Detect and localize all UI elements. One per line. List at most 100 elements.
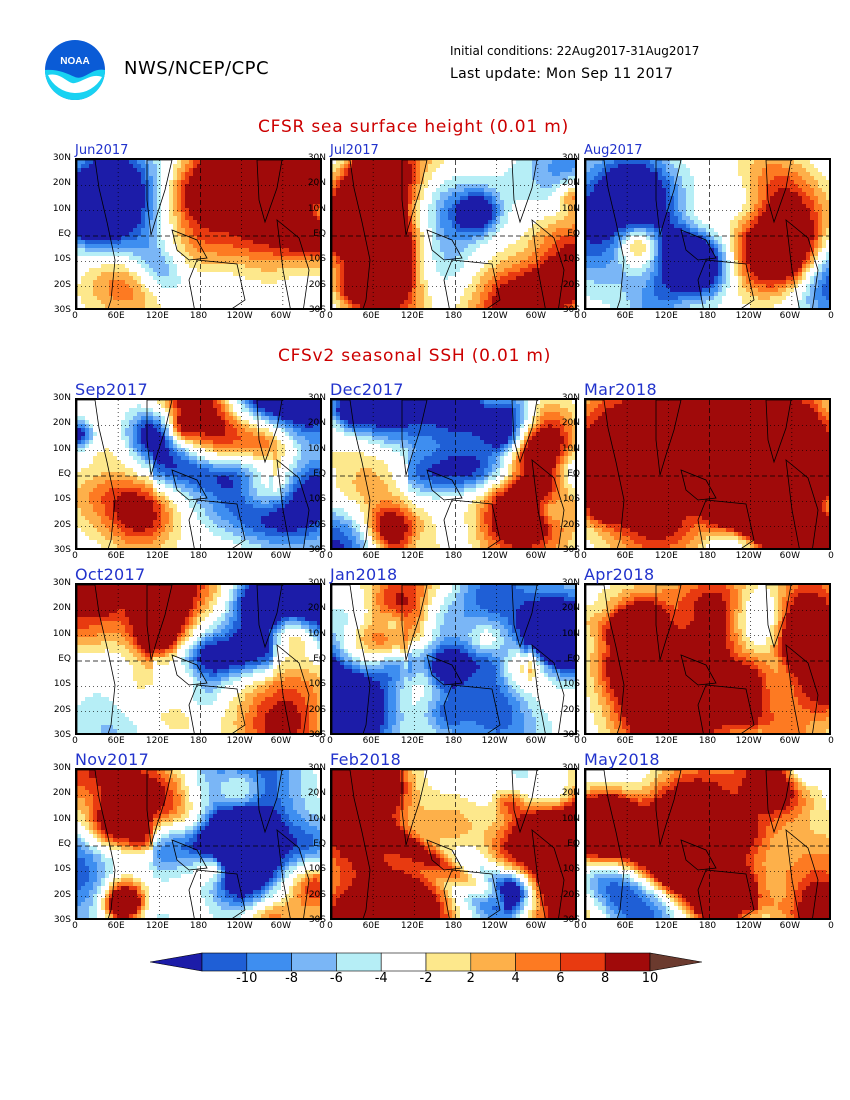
- latitude-tick-label: 10N: [554, 629, 580, 639]
- colorbar-tick-label: -10: [232, 971, 262, 986]
- latitude-tick-label: 20S: [45, 705, 71, 715]
- longitude-tick-label: 120E: [394, 552, 430, 561]
- ssh-map-panel: [75, 768, 322, 920]
- longitude-tick-label: 120E: [139, 737, 175, 746]
- latitude-tick-label: 20N: [554, 179, 580, 188]
- organization-name: NWS/NCEP/CPC: [124, 58, 269, 79]
- latitude-tick-label: 10N: [45, 629, 71, 639]
- latitude-tick-label: 10S: [554, 680, 580, 689]
- longitude-tick-label: 0: [312, 737, 348, 746]
- panel-month-label: Mar2018: [584, 382, 657, 398]
- longitude-tick-label: 180: [181, 312, 217, 321]
- ssh-map-panel: [75, 398, 322, 550]
- longitude-tick-label: 120W: [222, 312, 258, 321]
- latitude-tick-label: 20S: [300, 890, 326, 900]
- colorbar-tick-label: 2: [456, 971, 486, 986]
- latitude-tick-label: 20S: [554, 890, 580, 900]
- latitude-tick-label: 10N: [45, 204, 71, 214]
- longitude-tick-label: 180: [436, 552, 472, 561]
- latitude-tick-label: 30N: [300, 394, 326, 403]
- longitude-tick-label: 60W: [263, 922, 299, 931]
- longitude-tick-label: 120W: [477, 552, 513, 561]
- longitude-tick-label: 0: [304, 922, 340, 931]
- colorbar-tick-label: -6: [321, 971, 351, 986]
- latitude-tick-label: EQ: [300, 655, 326, 664]
- noaa-logo-text: NOAA: [60, 56, 89, 67]
- colorbar-swatch: [425, 952, 472, 972]
- latitude-tick-label: 20N: [554, 419, 580, 428]
- longitude-tick-label: 120W: [477, 737, 513, 746]
- longitude-tick-label: 60E: [353, 552, 389, 561]
- longitude-tick-label: 180: [690, 312, 726, 321]
- latitude-tick-label: 20N: [300, 419, 326, 428]
- latitude-tick-label: EQ: [45, 230, 71, 239]
- latitude-tick-label: 30N: [554, 579, 580, 588]
- latitude-tick-label: EQ: [300, 230, 326, 239]
- latitude-tick-label: 20S: [554, 280, 580, 290]
- latitude-tick-label: 30S: [45, 731, 71, 740]
- longitude-tick-label: 180: [181, 737, 217, 746]
- latitude-tick-label: 30N: [554, 394, 580, 403]
- colorbar-swatch: [336, 952, 382, 972]
- latitude-tick-label: 30S: [300, 306, 326, 315]
- latitude-tick-label: 10S: [45, 865, 71, 874]
- latitude-tick-label: EQ: [554, 230, 580, 239]
- colorbar-swatch: [560, 952, 606, 972]
- longitude-tick-label: 60W: [263, 737, 299, 746]
- longitude-tick-label: 0: [559, 922, 595, 931]
- latitude-tick-label: 30S: [300, 916, 326, 925]
- latitude-tick-label: 10S: [300, 865, 326, 874]
- latitude-tick-label: 10N: [554, 444, 580, 454]
- latitude-tick-label: 10S: [554, 865, 580, 874]
- panel-month-label: May2018: [584, 752, 660, 768]
- latitude-tick-label: EQ: [554, 840, 580, 849]
- colorbar-swatch: [380, 952, 427, 972]
- latitude-tick-label: 10N: [45, 814, 71, 824]
- latitude-tick-label: 20S: [45, 520, 71, 530]
- longitude-tick-label: 180: [436, 312, 472, 321]
- latitude-tick-label: 10N: [45, 444, 71, 454]
- longitude-tick-label: 180: [436, 922, 472, 931]
- latitude-tick-label: 30N: [300, 154, 326, 163]
- longitude-tick-label: 60W: [263, 552, 299, 561]
- colorbar-high-triangle: [649, 952, 702, 972]
- ssh-map-panel: [330, 768, 577, 920]
- ssh-field: [77, 770, 320, 918]
- longitude-tick-label: 180: [436, 737, 472, 746]
- latitude-tick-label: 20N: [300, 604, 326, 613]
- latitude-tick-label: EQ: [554, 470, 580, 479]
- colorbar-tick-label: -2: [411, 971, 441, 986]
- latitude-tick-label: 20N: [45, 419, 71, 428]
- ssh-field: [332, 400, 575, 548]
- panel-month-label: Apr2018: [584, 567, 655, 583]
- panel-month-label: Sep2017: [75, 382, 148, 398]
- latitude-tick-label: 20S: [300, 520, 326, 530]
- latitude-tick-label: 10N: [554, 814, 580, 824]
- colorbar-tick-label: -4: [366, 971, 396, 986]
- longitude-tick-label: 0: [813, 312, 849, 321]
- longitude-tick-label: 180: [690, 737, 726, 746]
- latitude-tick-label: 10S: [45, 495, 71, 504]
- ssh-field: [586, 160, 829, 308]
- longitude-tick-label: 120W: [731, 737, 767, 746]
- latitude-tick-label: EQ: [554, 655, 580, 664]
- latitude-tick-label: 20N: [300, 789, 326, 798]
- latitude-tick-label: 30S: [45, 916, 71, 925]
- latitude-tick-label: EQ: [300, 470, 326, 479]
- longitude-tick-label: 120W: [222, 552, 258, 561]
- longitude-tick-label: 60E: [607, 922, 643, 931]
- panel-month-label: Nov2017: [75, 752, 149, 768]
- panel-month-label: Jan2018: [330, 567, 397, 583]
- longitude-tick-label: 60E: [353, 737, 389, 746]
- latitude-tick-label: 20N: [45, 789, 71, 798]
- longitude-tick-label: 120E: [648, 922, 684, 931]
- latitude-tick-label: 10N: [300, 444, 326, 454]
- longitude-tick-label: 60W: [772, 737, 808, 746]
- longitude-tick-label: 180: [690, 552, 726, 561]
- ssh-map-panel: [584, 583, 831, 735]
- panel-month-label: Jul2017: [330, 144, 379, 157]
- panel-month-label: Feb2018: [330, 752, 401, 768]
- colorbar-swatch: [201, 952, 248, 972]
- longitude-tick-label: 120W: [477, 922, 513, 931]
- latitude-tick-label: 20S: [300, 280, 326, 290]
